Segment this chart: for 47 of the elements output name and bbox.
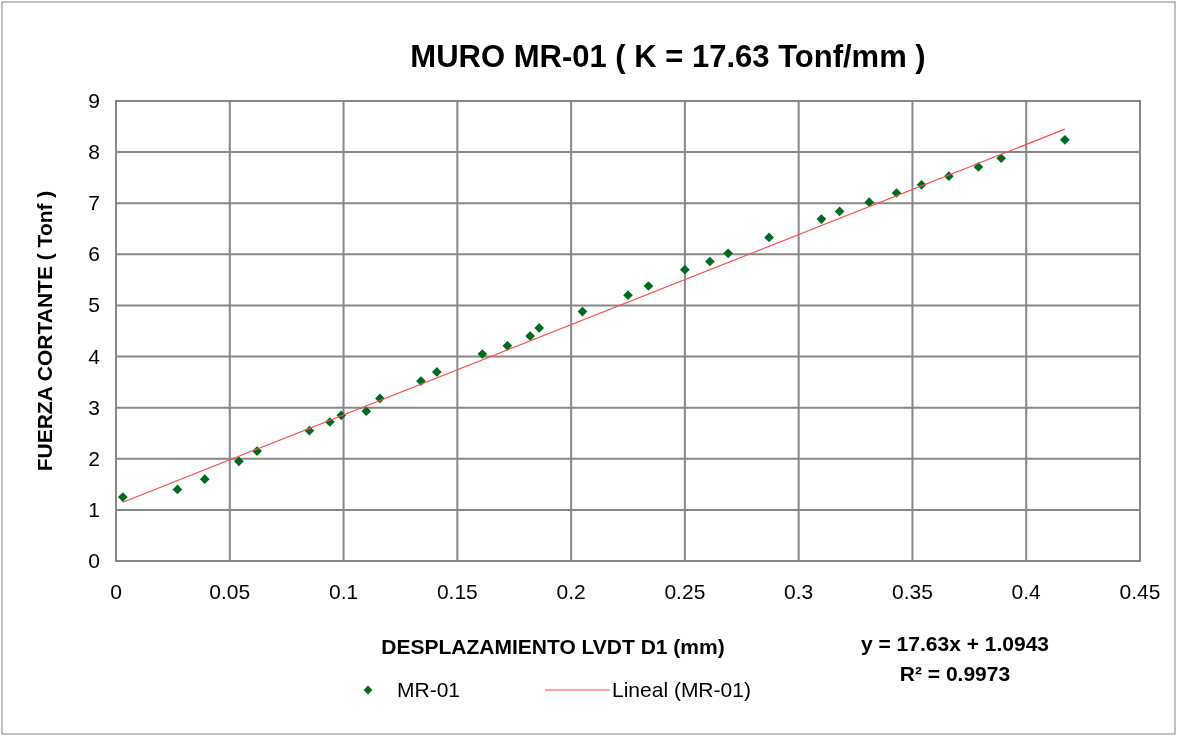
text: y = 17.63x + 1.0943 [860,632,1050,655]
x-tick-label: 0.15 [436,580,478,603]
point [643,281,654,291]
legend-label: MR-01 [397,678,461,701]
point [973,162,984,172]
y-tick-label: 1 [88,497,100,521]
point [680,264,690,275]
y-tick-label: 9 [88,89,100,112]
x-tick-label: 0.3 [784,580,814,603]
point [361,406,372,417]
point [705,256,715,267]
point [764,232,774,243]
x-tick-label: 0.25 [664,580,706,603]
point [199,474,210,485]
point [117,492,128,502]
y-tick-label: 2 [88,446,100,470]
point [502,340,513,351]
y-tick-label: 0 [88,549,100,572]
y-tick-label: 4 [88,344,101,368]
x-tick-label: 0.05 [209,580,251,603]
y-axis-title: FUERZA CORTANTE ( Tonf ) [33,190,56,472]
legend-label: Lineal (MR-01) [612,678,751,701]
point [723,248,733,259]
point [623,290,633,301]
point [432,367,442,377]
point [864,197,875,208]
point [234,456,244,467]
x-tick-label: 0.4 [1011,580,1042,603]
x-tick-label: 0.35 [892,580,933,603]
point [834,206,845,217]
x-tick-label: 0 [110,580,122,603]
y-tick-label: 7 [88,191,100,215]
x-axis-title: DESPLAZAMIENTO LVDT D1 (mm) [381,635,725,658]
y-tick-label: 3 [88,395,100,419]
point [525,331,535,341]
x-tick-label: 0.45 [1119,580,1161,603]
x-tick-label: 0.2 [556,580,586,603]
point [1060,134,1070,145]
text: R² = 0.9973 [899,662,1011,685]
y-tick-label: 6 [88,242,100,266]
point [534,323,545,333]
point [477,349,488,359]
y-tick-label: 8 [88,140,100,164]
chart-title: MURO MR-01 ( K = 17.63 Tonf/mm ) [410,39,926,74]
point [816,214,827,224]
x-tick-label: 0.1 [328,580,359,603]
y-tick-label: 5 [88,293,100,317]
